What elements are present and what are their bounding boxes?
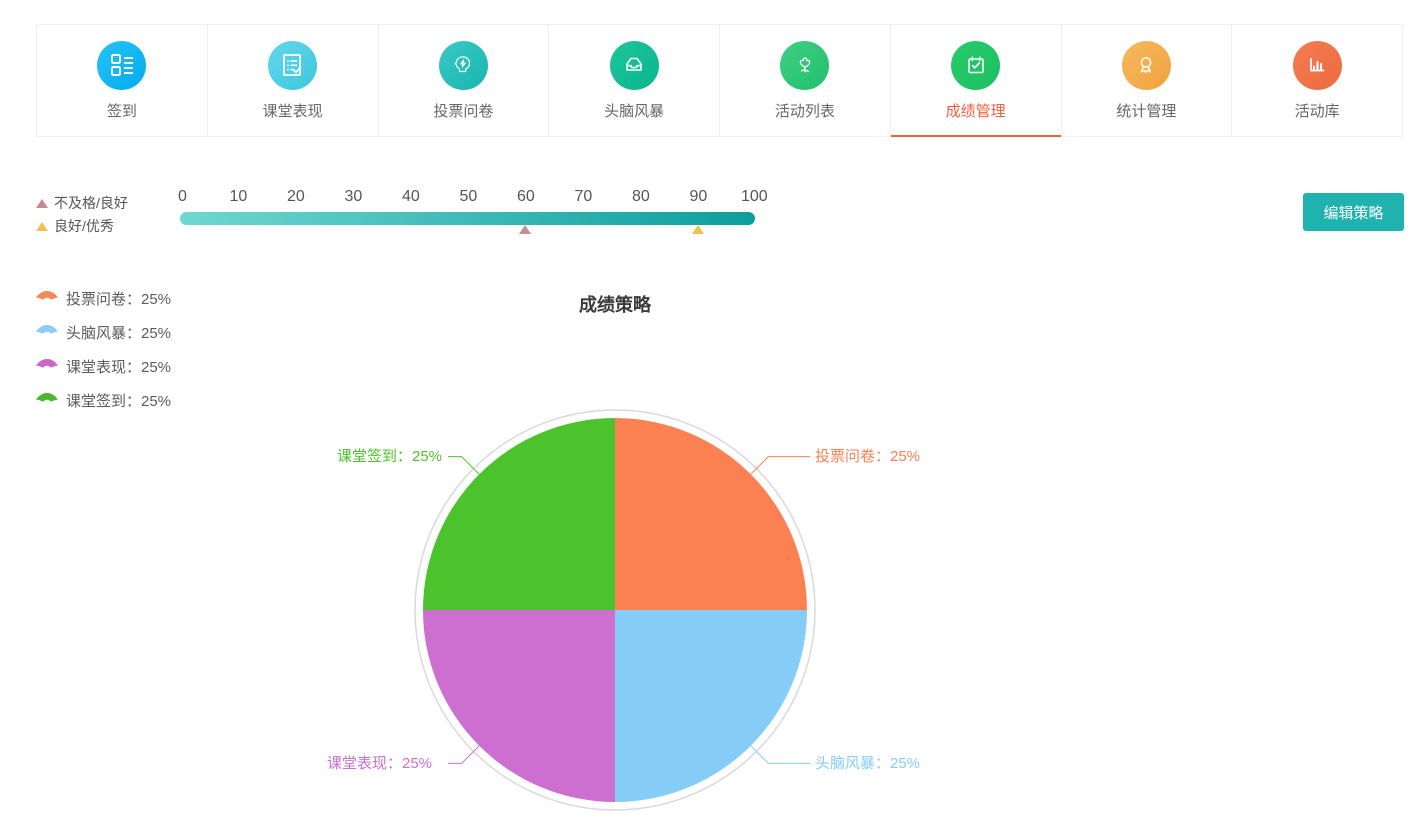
svg-text:课堂签到：25%: 课堂签到：25% xyxy=(337,448,442,465)
svg-text:投票问卷：25%: 投票问卷：25% xyxy=(815,448,920,465)
svg-text:头脑风暴：25%: 头脑风暴：25% xyxy=(815,755,920,772)
svg-text:课堂表现：25%: 课堂表现：25% xyxy=(327,755,432,772)
